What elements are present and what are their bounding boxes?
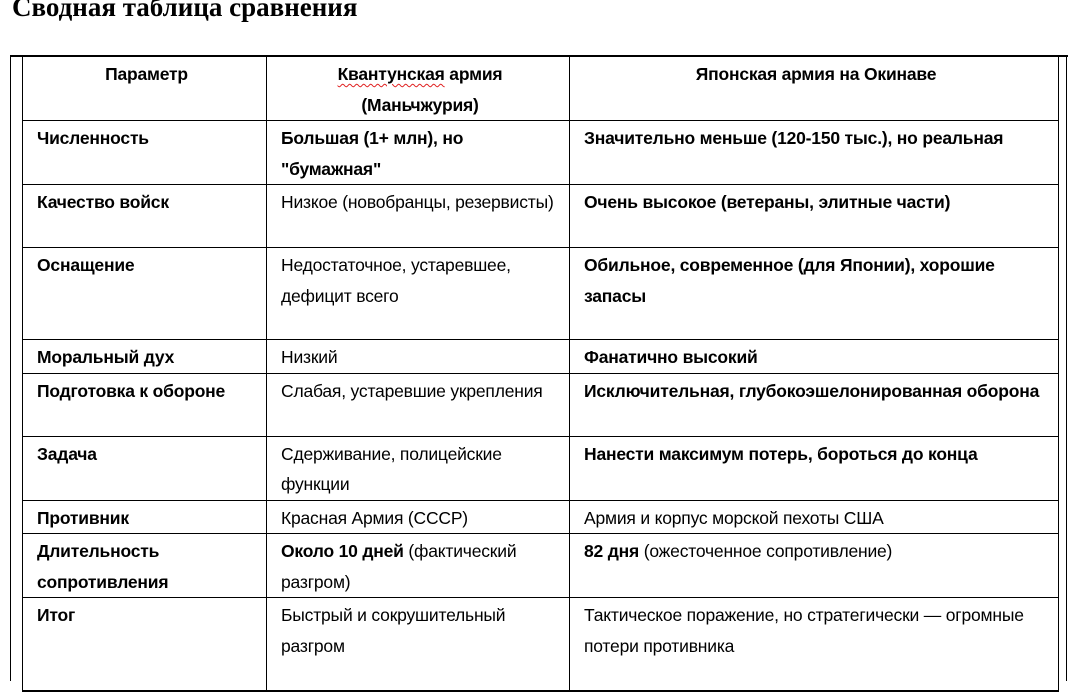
- header-cell-kwantung: Квантунская армия (Маньчжурия): [266, 56, 570, 121]
- cell-text: Квантунская: [337, 64, 445, 84]
- cell-text: Быстрый и сокрушительный разгром: [281, 605, 506, 656]
- cell-parameter: Длительность сопротивления: [22, 533, 267, 598]
- cell-text: Численность: [37, 128, 149, 148]
- cell-text: Слабая, устаревшие укрепления: [281, 380, 543, 401]
- cell-okinawa: Очень высокое (ветераны, элитные части): [569, 184, 1059, 248]
- cell-text: Армия и корпус морской пехоты США: [584, 507, 884, 528]
- cell-text: Противник: [37, 507, 129, 528]
- cell-text: Фанатично высокий: [584, 347, 758, 367]
- cell-text: Недостаточное, устаревшее, дефицит всего: [281, 255, 511, 306]
- cell-text: Длительность сопротивления: [37, 541, 169, 592]
- cell-text: Японская армия на Окинаве: [695, 64, 937, 84]
- document-title: Сводная таблица сравнения: [12, 0, 358, 22]
- cell-text: Исключительная, глубокоэшелонированная о…: [584, 380, 1040, 401]
- table-row: Задача Сдерживание, полицейские функции На…: [22, 435, 1059, 501]
- cell-okinawa: 82 дня (ожесточенное сопротивление): [569, 533, 1059, 598]
- cell-text: Подготовка к обороне: [37, 380, 226, 401]
- cell-text: Около 10 дней: [281, 541, 404, 561]
- cell-kwantung: Слабая, устаревшие укрепления: [266, 372, 570, 437]
- cell-parameter: Качество войск: [22, 184, 267, 248]
- cell-text: Оснащение: [37, 255, 135, 275]
- cell-okinawa: Тактическое поражение, но стратегически …: [569, 597, 1059, 692]
- cell-okinawa: Армия и корпус морской пехоты США: [569, 499, 1059, 534]
- table-row: Итог Быстрый и сокрушительный разгром Такт…: [22, 597, 1059, 692]
- cell-text: (фактический разгром): [281, 541, 517, 592]
- cell-text: (ожесточенное сопротивление): [639, 541, 893, 561]
- cell-kwantung: Быстрый и сокрушительный разгром: [266, 597, 570, 692]
- cell-okinawa: Исключительная, глубокоэшелонированная о…: [569, 372, 1059, 437]
- cell-parameter: Противник: [22, 499, 267, 534]
- cell-kwantung: Красная Армия (СССР): [266, 499, 570, 534]
- cell-text: армия (Маньчжурия): [361, 64, 503, 115]
- table-row: Противник Красная Армия (СССР) Армия и кор…: [22, 499, 1059, 534]
- cell-text: Задача: [37, 443, 97, 464]
- cell-okinawa: Фанатично высокий: [569, 339, 1059, 374]
- cell-text: Тактическое поражение, но стратегически …: [584, 605, 1024, 656]
- table-row: Длительность сопротивления Около 10 дней …: [22, 533, 1059, 598]
- cell-text: Значительно меньше (120-150 тыс.), но ре…: [584, 128, 1004, 148]
- cell-parameter: Численность: [22, 120, 267, 185]
- cell-okinawa: Значительно меньше (120-150 тыс.), но ре…: [569, 120, 1059, 185]
- cell-text: Низкое (новобранцы, резервисты): [281, 192, 554, 212]
- cell-text: Низкий: [281, 347, 338, 367]
- cell-text: Сдерживание, полицейские функции: [281, 443, 502, 495]
- table-row: Моральный дух Низкий Фанатично высокий: [22, 339, 1059, 374]
- cell-parameter: Подготовка к обороне: [22, 372, 267, 437]
- cell-kwantung: Низкий: [266, 339, 570, 374]
- cell-parameter: Оснащение: [22, 247, 267, 340]
- cell-text: Итог: [37, 605, 76, 625]
- table-row: Подготовка к обороне Слабая, устаревшие у…: [22, 372, 1059, 437]
- cell-kwantung: Недостаточное, устаревшее, дефицит всего: [266, 247, 570, 340]
- cell-text: Качество войск: [37, 192, 169, 212]
- cell-text: Большая (1+ млн), но "бумажная": [281, 128, 464, 179]
- cell-parameter: Моральный дух: [22, 339, 267, 374]
- header-cell-parameter: Параметр: [22, 56, 267, 121]
- cell-parameter: Задача: [22, 435, 267, 501]
- cell-kwantung: Сдерживание, полицейские функции: [266, 435, 570, 501]
- cell-text: 82 дня: [584, 541, 640, 561]
- cell-text: Параметр: [105, 64, 188, 84]
- header-cell-okinawa: Японская армия на Окинаве: [569, 56, 1059, 121]
- table-row: Качество войск Низкое (новобранцы, резерв…: [22, 184, 1059, 248]
- cell-okinawa: Обильное, современное (для Японии), хоро…: [569, 247, 1059, 340]
- cell-parameter: Итог: [22, 597, 267, 692]
- cell-text: Нанести максимум потерь, бороться до кон…: [584, 443, 978, 464]
- cell-kwantung: Около 10 дней (фактический разгром): [266, 533, 570, 598]
- cell-text: Очень высокое (ветераны, элитные части): [584, 192, 951, 212]
- cell-okinawa: Нанести максимум потерь, бороться до кон…: [569, 435, 1059, 501]
- frame-line-right: [1066, 55, 1067, 681]
- cell-kwantung: Низкое (новобранцы, резервисты): [266, 184, 570, 248]
- frame-line-left: [10, 55, 11, 681]
- cell-text: Красная Армия (СССР): [281, 507, 468, 528]
- cell-text: Обильное, современное (для Японии), хоро…: [584, 255, 995, 306]
- cell-text: Моральный дух: [37, 347, 175, 367]
- table-header-row: Параметр Квантунская армия (Маньчжурия) Яп…: [22, 56, 1059, 121]
- table-row: Численность Большая (1+ млн), но "бумажна…: [22, 120, 1059, 185]
- comparison-table: Параметр Квантунская армия (Маньчжурия) Яп…: [22, 56, 1059, 692]
- table-row: Оснащение Недостаточное, устаревшее, дефи…: [22, 247, 1059, 340]
- cell-kwantung: Большая (1+ млн), но "бумажная": [266, 120, 570, 185]
